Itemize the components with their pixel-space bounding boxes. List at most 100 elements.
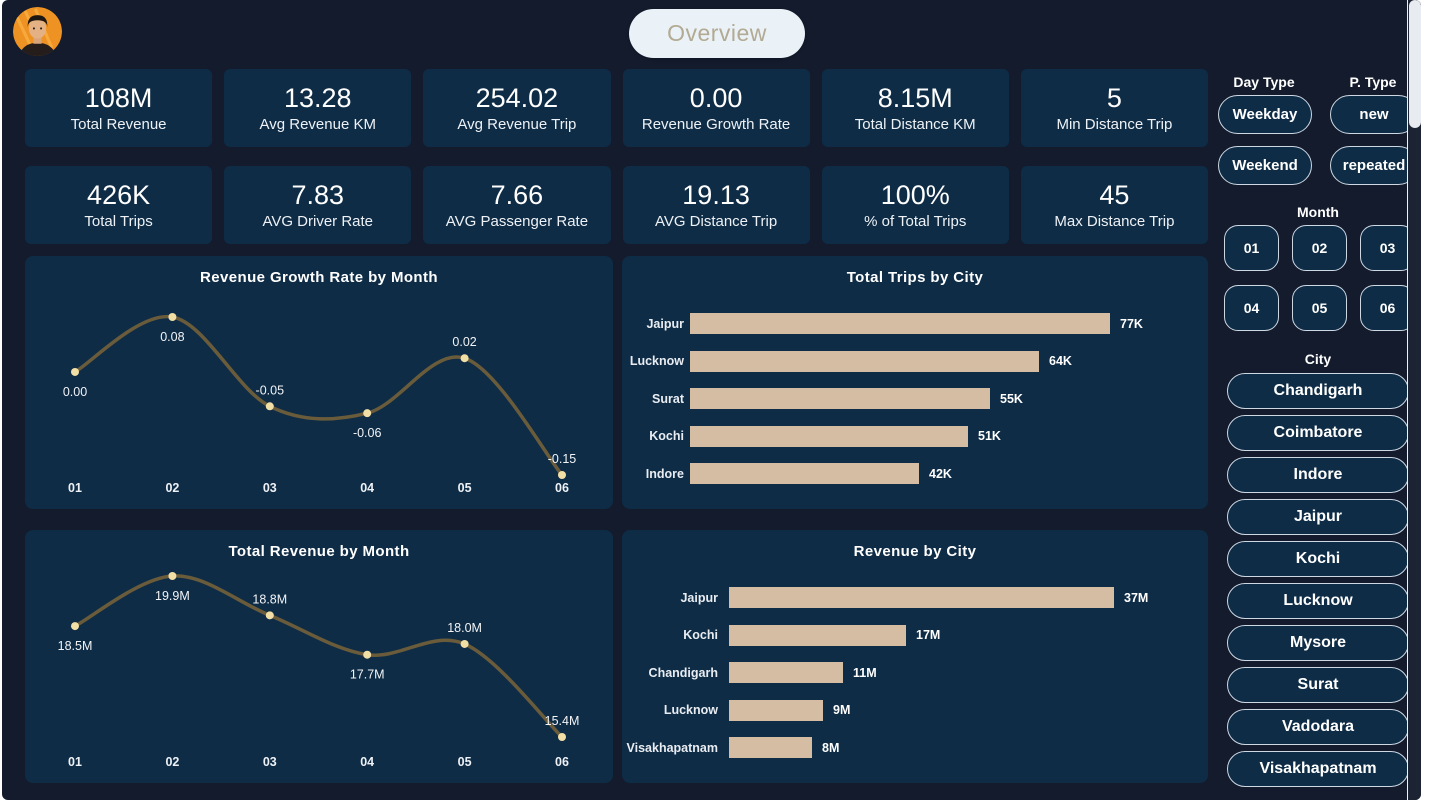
data-label: 18.0M <box>447 621 482 635</box>
scrollbar-thumb[interactable] <box>1409 0 1421 128</box>
city-mysore-button[interactable]: Mysore <box>1227 625 1409 661</box>
city-lucknow-button[interactable]: Lucknow <box>1227 583 1409 619</box>
kpi-card-min-distance-trip: 5 Min Distance Trip <box>1020 69 1208 147</box>
bar-chart-rows: Jaipur 77K Lucknow 64K Surat 55K Kochi 51K Indor… <box>622 305 1208 493</box>
bar-row-visakhapatnam: Visakhapatnam 8M <box>622 729 1208 767</box>
city-chandigarh-button[interactable]: Chandigarh <box>1227 373 1409 409</box>
month-heading: Month <box>1297 204 1339 220</box>
kpi-card-total-revenue: 108M Total Revenue <box>25 69 213 147</box>
bar-row-jaipur: Jaipur 37M <box>622 579 1208 617</box>
data-label: 17.7M <box>350 668 385 682</box>
value-label: 55K <box>1000 391 1023 406</box>
chart-revenue-growth-rate-by-month: 0.00 01 0.08 02 -0.05 03 -0.06 04 0.02 05 -0.15 06 … <box>25 256 613 509</box>
kpi-value: 108M <box>84 82 153 113</box>
daytype-weekday-button[interactable]: Weekday <box>1218 95 1312 134</box>
month-02-button[interactable]: 02 <box>1292 225 1347 271</box>
x-axis-label: 03 <box>263 481 277 495</box>
month-04-button[interactable]: 04 <box>1224 285 1279 331</box>
bar[interactable] <box>690 463 919 485</box>
chart-total-trips-by-city: Total Trips by City Jaipur 77K Lucknow 64K S… <box>622 256 1208 509</box>
category-label: Surat <box>652 391 684 406</box>
bar[interactable] <box>729 737 812 759</box>
bar[interactable] <box>690 388 990 410</box>
chart-title: Revenue by City <box>853 543 977 560</box>
data-point[interactable] <box>363 650 372 659</box>
trend-line <box>73 574 564 739</box>
month-01-button[interactable]: 01 <box>1224 225 1279 271</box>
category-label: Jaipur <box>646 316 684 331</box>
bar[interactable] <box>729 624 906 646</box>
kpi-value: 13.28 <box>283 82 352 113</box>
city-visakhapatnam-button[interactable]: Visakhapatnam <box>1227 751 1409 787</box>
kpi-label: Avg Revenue Trip <box>457 115 577 133</box>
category-label: Lucknow <box>629 354 684 369</box>
city-kochi-button[interactable]: Kochi <box>1227 541 1409 577</box>
category-label: Jaipur <box>680 590 718 605</box>
kpi-value: 19.13 <box>682 179 750 210</box>
data-point[interactable] <box>460 639 469 648</box>
value-label: 37M <box>1124 590 1149 605</box>
kpi-card-total-trips: 426K Total Trips <box>25 166 213 244</box>
value-label: 9M <box>833 703 851 718</box>
data-label: 0.08 <box>160 330 184 344</box>
bar-row-kochi: Kochi 17M <box>622 617 1208 655</box>
kpi-card-of-total-trips: 100% % of Total Trips <box>821 166 1009 244</box>
kpi-value: 100% <box>880 179 950 210</box>
category-label: Visakhapatnam <box>626 740 718 755</box>
kpi-card-avg-revenue-trip: 254.02 Avg Revenue Trip <box>423 69 611 147</box>
month-06-button[interactable]: 06 <box>1360 285 1415 331</box>
category-label: Lucknow <box>663 703 718 718</box>
chart-title: Total Trips by City <box>846 269 984 286</box>
user-avatar[interactable] <box>13 7 62 56</box>
x-axis-label: 04 <box>360 481 374 495</box>
bar[interactable] <box>690 350 1039 372</box>
value-label: 8M <box>822 740 840 755</box>
bar[interactable] <box>729 699 823 721</box>
kpi-value: 426K <box>87 179 151 210</box>
data-point[interactable] <box>558 471 566 479</box>
data-point[interactable] <box>168 572 177 580</box>
data-label: -0.06 <box>353 426 382 440</box>
data-point[interactable] <box>71 622 79 631</box>
filter-sidebar: Day Type P. Type Month City Weekday Weeke… <box>1216 0 1420 800</box>
city-jaipur-button[interactable]: Jaipur <box>1227 499 1409 535</box>
data-point[interactable] <box>71 367 79 376</box>
bar-row-chandigarh: Chandigarh 11M <box>622 654 1208 692</box>
data-point[interactable] <box>558 733 566 741</box>
data-point[interactable] <box>460 354 469 363</box>
kpi-label: Total Trips <box>84 212 153 230</box>
month-05-button[interactable]: 05 <box>1292 285 1347 331</box>
bar[interactable] <box>690 313 1110 335</box>
kpi-value: 254.02 <box>475 82 559 113</box>
kpi-label: Total Distance KM <box>854 115 976 133</box>
day-type-heading: Day Type <box>1233 74 1295 90</box>
kpi-label: % of Total Trips <box>864 212 967 230</box>
tab-overview[interactable]: Overview <box>629 9 805 58</box>
city-surat-button[interactable]: Surat <box>1227 667 1409 703</box>
city-coimbatore-button[interactable]: Coimbatore <box>1227 415 1409 451</box>
bar-row-jaipur: Jaipur 77K <box>622 305 1208 343</box>
ptype-new-button[interactable]: new <box>1330 95 1418 134</box>
bar-row-indore: Indore 42K <box>622 455 1208 493</box>
data-point[interactable] <box>168 313 177 321</box>
data-label: -0.05 <box>256 383 285 397</box>
city-indore-button[interactable]: Indore <box>1227 457 1409 493</box>
scrollbar-track[interactable] <box>1407 0 1421 800</box>
data-point[interactable] <box>363 409 372 418</box>
kpi-label: Total Revenue <box>70 115 167 133</box>
daytype-weekend-button[interactable]: Weekend <box>1218 146 1312 185</box>
data-label: 15.4M <box>545 714 580 728</box>
ptype-repeated-button[interactable]: repeated <box>1330 146 1418 185</box>
kpi-label: AVG Passenger Rate <box>445 212 589 230</box>
month-03-button[interactable]: 03 <box>1360 225 1415 271</box>
bar[interactable] <box>729 587 1114 609</box>
category-label: Indore <box>645 466 684 481</box>
data-point[interactable] <box>265 611 274 620</box>
data-label: 18.8M <box>252 592 287 606</box>
data-point[interactable] <box>265 402 274 411</box>
bar[interactable] <box>690 425 968 447</box>
city-vadodara-button[interactable]: Vadodara <box>1227 709 1409 745</box>
x-axis-label: 02 <box>165 481 179 495</box>
bar-row-lucknow: Lucknow 9M <box>622 692 1208 730</box>
bar[interactable] <box>729 662 843 684</box>
